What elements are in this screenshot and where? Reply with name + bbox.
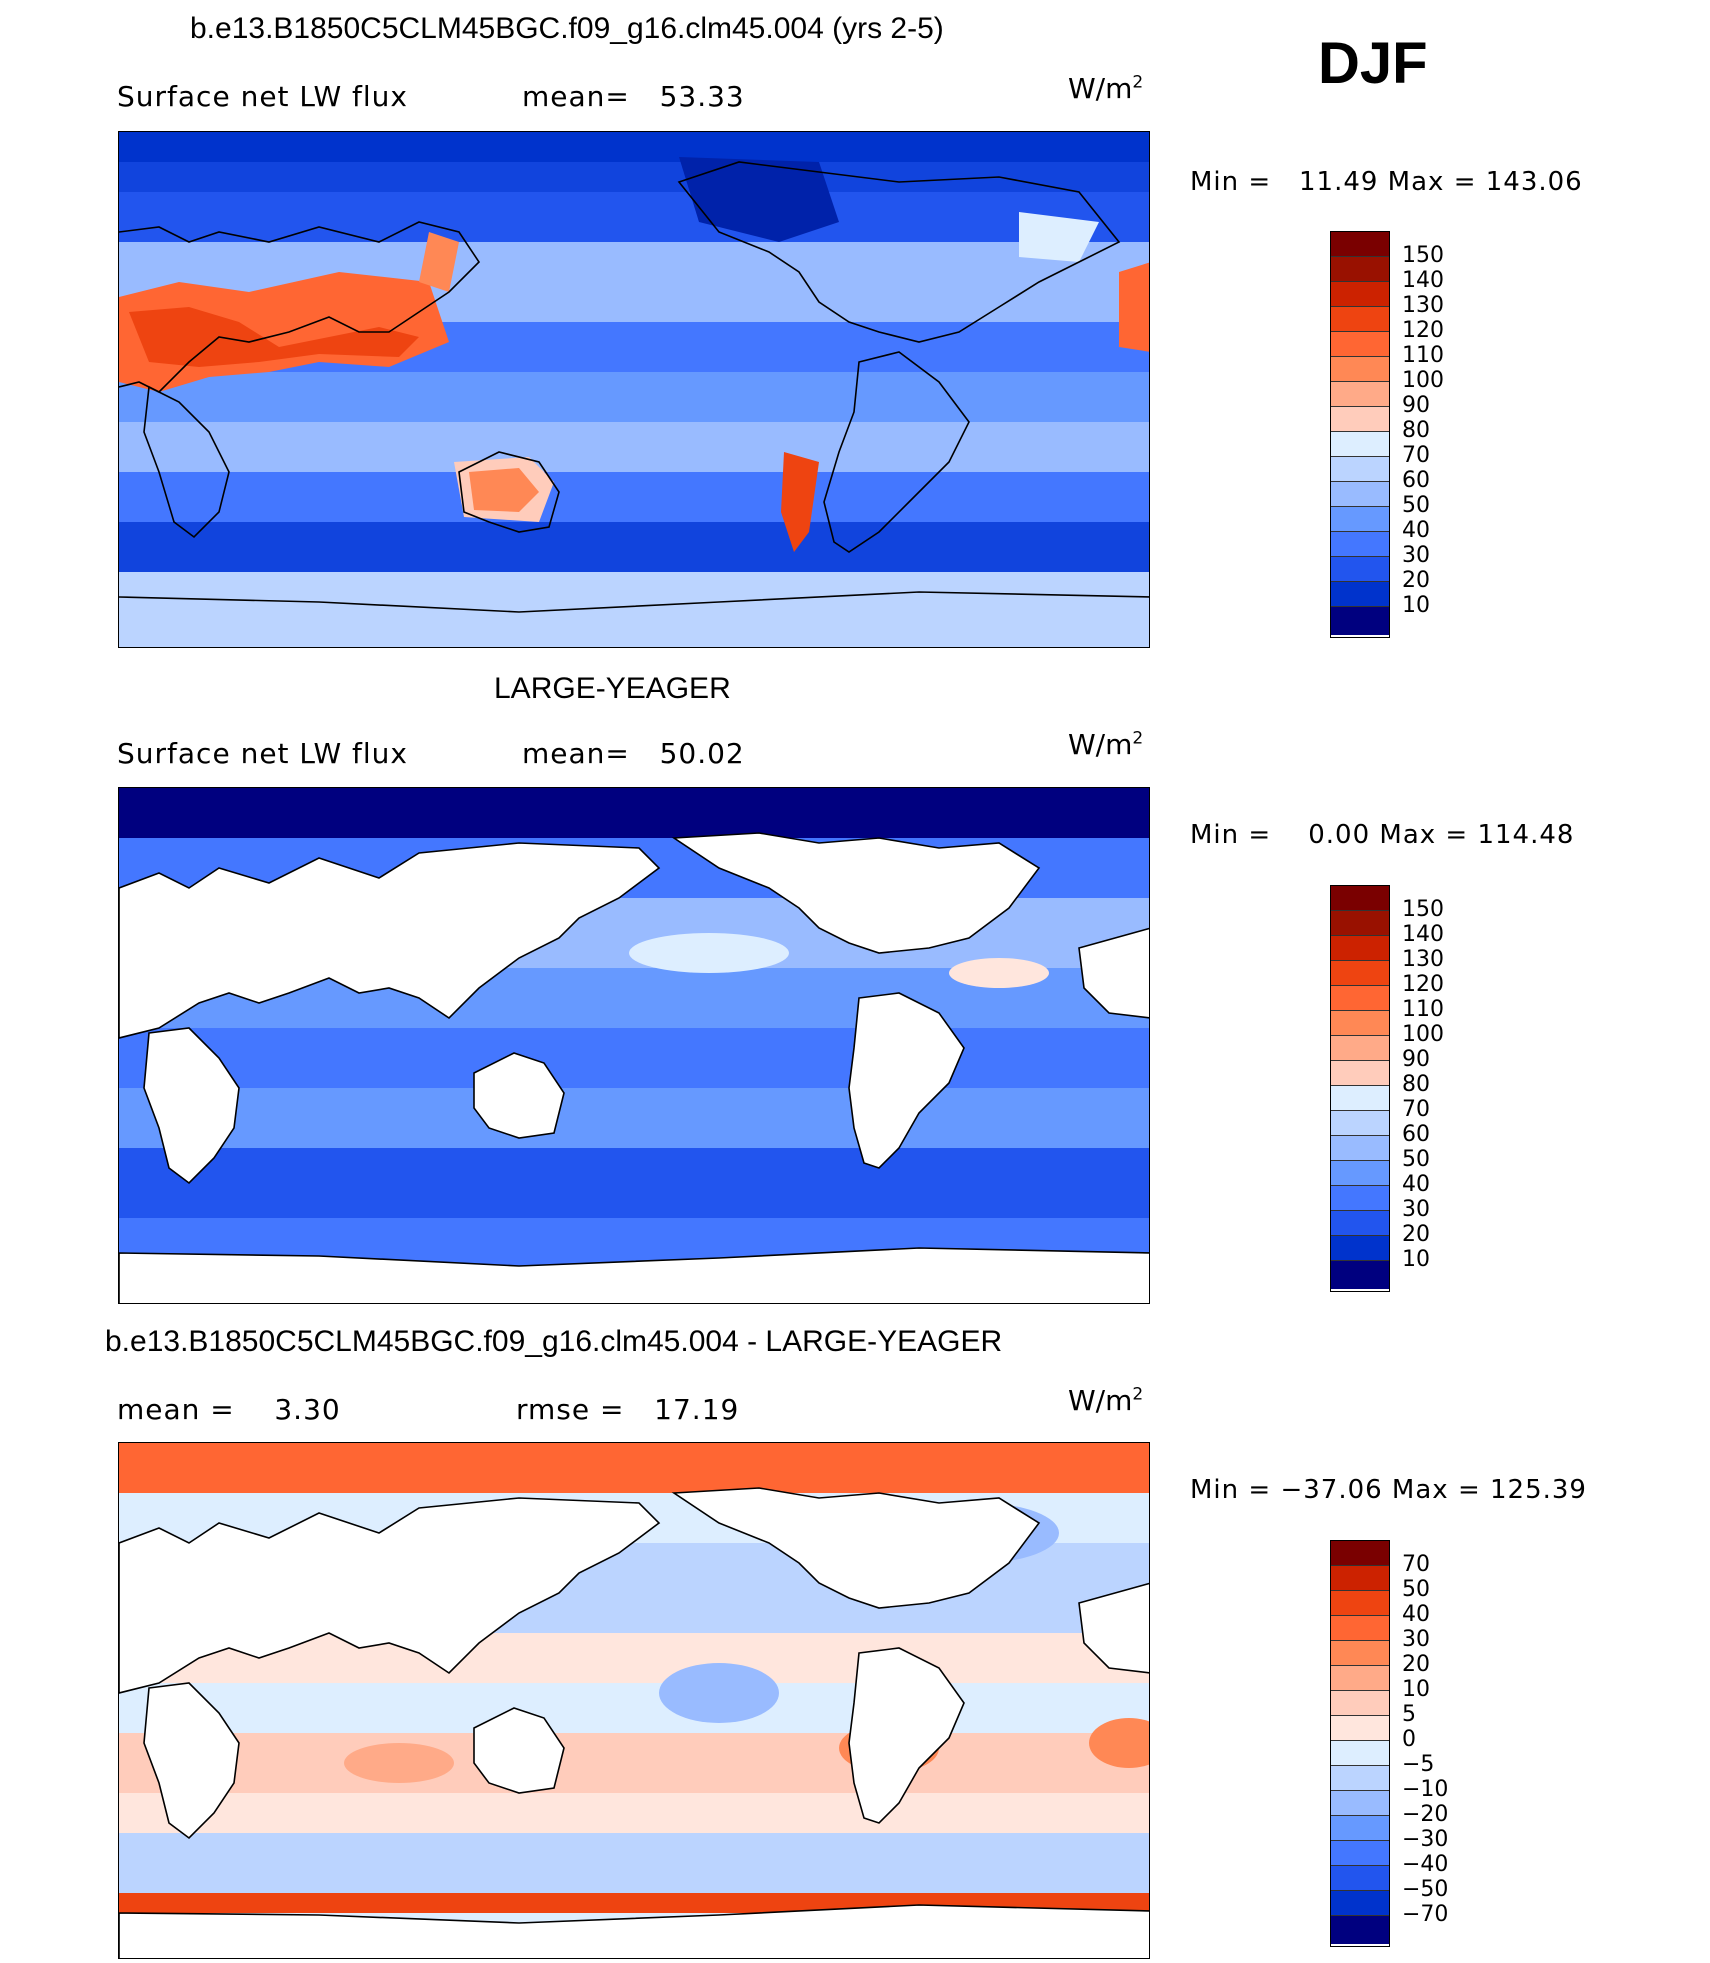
colorbar-tick-label: 130	[1402, 947, 1444, 972]
colorbar-tick-label: 120	[1402, 318, 1444, 343]
colorbar-tick-label: 50	[1402, 1147, 1430, 1172]
colorbar-tick-label: 30	[1402, 1627, 1430, 1652]
colorbar-tick-label: −30	[1402, 1827, 1449, 1852]
colorbar-tick-label: 60	[1402, 1122, 1430, 1147]
panel-2-land	[119, 832, 1149, 1303]
colorbar-tick-label: 40	[1402, 518, 1430, 543]
panel-2-colorbar	[1330, 885, 1390, 1292]
panel-1-variable-label: Surface net LW flux	[117, 80, 408, 113]
colorbar-tick-label: 150	[1402, 243, 1444, 268]
panel-3-rmse-label: rmse = 17.19	[516, 1393, 740, 1426]
colorbar-tick-label: 140	[1402, 922, 1444, 947]
colorbar-tick-label: 150	[1402, 897, 1444, 922]
colorbar-tick-label: 20	[1402, 1222, 1430, 1247]
panel-1-map-svg	[119, 132, 1149, 647]
colorbar-tick-label: 140	[1402, 268, 1444, 293]
panel-3-title: b.e13.B1850C5CLM45BGC.f09_g16.clm45.004 …	[105, 1325, 1003, 1358]
colorbar-tick-label: 100	[1402, 368, 1444, 393]
panel-2-mean-label: mean= 50.02	[522, 737, 745, 770]
panel-3-map-svg	[119, 1443, 1149, 1958]
panel-3-mean-label: mean = 3.30	[117, 1393, 341, 1426]
colorbar-tick-label: 60	[1402, 468, 1430, 493]
colorbar-tick-label: 30	[1402, 1197, 1430, 1222]
panel-1-map	[118, 131, 1150, 648]
panel-2-variable-label: Surface net LW flux	[117, 737, 408, 770]
panel-2-title: LARGE-YEAGER	[494, 672, 731, 705]
colorbar-tick-label: −50	[1402, 1877, 1449, 1902]
panel-3-map	[118, 1442, 1150, 1959]
panel-3-colorbar	[1330, 1540, 1390, 1947]
panel-1-coastlines	[119, 161, 1149, 613]
colorbar-tick-label: 10	[1402, 1677, 1430, 1702]
colorbar-tick-label: 20	[1402, 1652, 1430, 1677]
colorbar-tick-label: 120	[1402, 972, 1444, 997]
panel-1-units: W/m2	[1068, 72, 1144, 105]
colorbar-tick-label: −40	[1402, 1852, 1449, 1877]
colorbar-tick-label: 90	[1402, 393, 1430, 418]
colorbar-tick-label: 10	[1402, 1247, 1430, 1272]
season-label: DJF	[1318, 31, 1428, 96]
colorbar-tick-label: 130	[1402, 293, 1444, 318]
colorbar-tick-label: −20	[1402, 1802, 1449, 1827]
colorbar-tick-label: −70	[1402, 1902, 1449, 1927]
colorbar-tick-label: 50	[1402, 1577, 1430, 1602]
colorbar-tick-label: 10	[1402, 593, 1430, 618]
colorbar-tick-label: 40	[1402, 1172, 1430, 1197]
colorbar-tick-label: 110	[1402, 343, 1444, 368]
colorbar-tick-label: 20	[1402, 568, 1430, 593]
colorbar-tick-label: 30	[1402, 543, 1430, 568]
colorbar-tick-label: 40	[1402, 1602, 1430, 1627]
colorbar-tick-label: 70	[1402, 443, 1430, 468]
panel-2-minmax: Min = 0.00 Max = 114.48	[1190, 820, 1575, 850]
panel-3-land	[119, 1487, 1149, 1958]
colorbar-tick-label: 100	[1402, 1022, 1444, 1047]
colorbar-tick-label: 90	[1402, 1047, 1430, 1072]
colorbar-tick-label: 50	[1402, 493, 1430, 518]
panel-3-units: W/m2	[1068, 1384, 1144, 1417]
colorbar-tick-label: 110	[1402, 997, 1444, 1022]
colorbar-tick-label: −10	[1402, 1777, 1449, 1802]
colorbar-tick-label: 70	[1402, 1097, 1430, 1122]
panel-1-colorbar	[1330, 231, 1390, 638]
panel-2-units: W/m2	[1068, 728, 1144, 761]
colorbar-tick-label: 70	[1402, 1552, 1430, 1577]
panel-3-minmax: Min = −37.06 Max = 125.39	[1190, 1475, 1587, 1505]
colorbar-tick-label: 80	[1402, 418, 1430, 443]
panel-1-title: b.e13.B1850C5CLM45BGC.f09_g16.clm45.004 …	[190, 12, 944, 45]
panel-1-mean-label: mean= 53.33	[522, 80, 745, 113]
colorbar-tick-label: 0	[1402, 1727, 1416, 1752]
colorbar-tick-label: 80	[1402, 1072, 1430, 1097]
colorbar-tick-label: 5	[1402, 1702, 1416, 1727]
panel-2-map	[118, 787, 1150, 1304]
colorbar-tick-label: −5	[1402, 1752, 1435, 1777]
panel-1-minmax: Min = 11.49 Max = 143.06	[1190, 167, 1583, 197]
panel-2-map-svg	[119, 788, 1149, 1303]
